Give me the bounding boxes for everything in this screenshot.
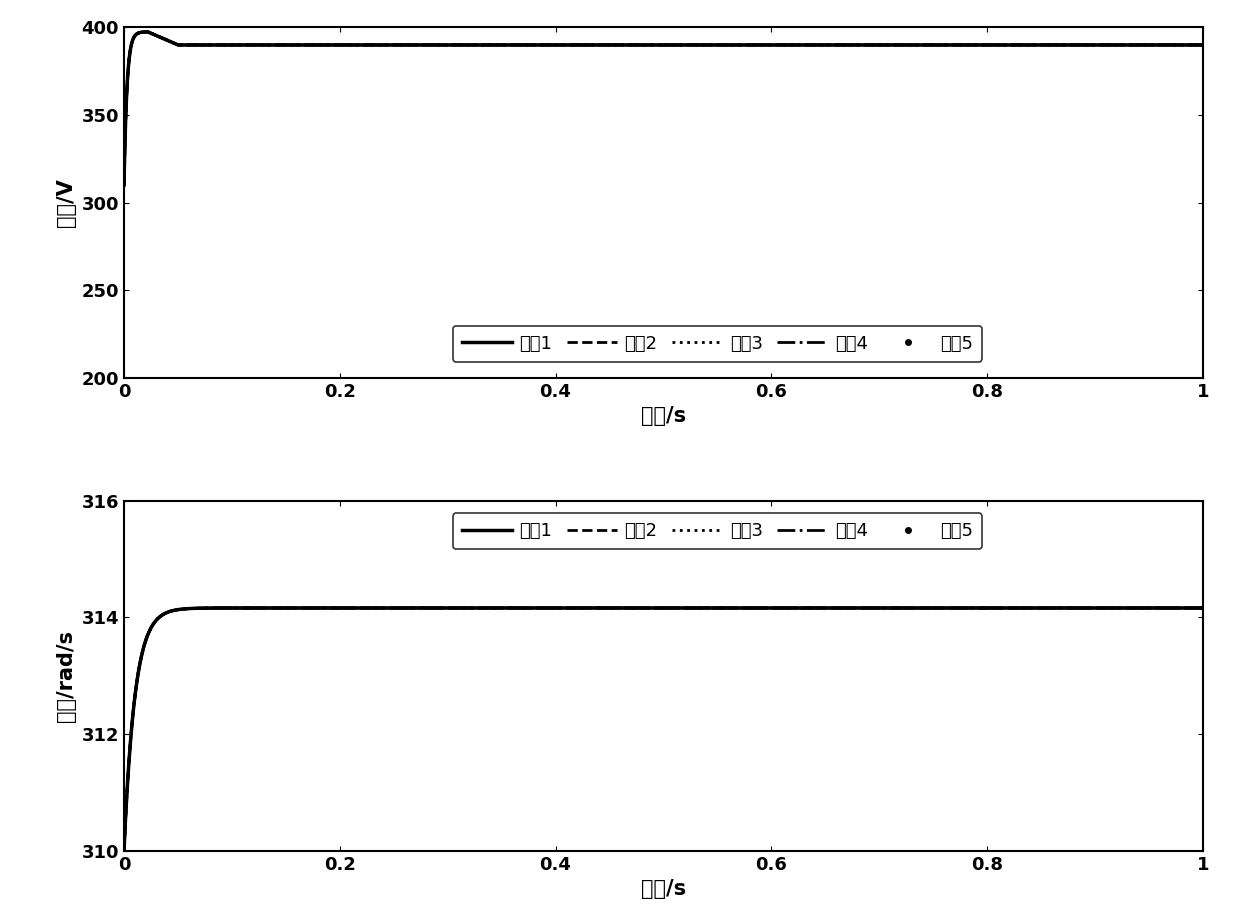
X-axis label: 时间/s: 时间/s — [641, 879, 686, 899]
Legend: 频率1, 频率2, 频率3, 频率4, 频率5: 频率1, 频率2, 频率3, 频率4, 频率5 — [453, 513, 982, 549]
Legend: 电压1, 电压2, 电压3, 电压4, 电压5: 电压1, 电压2, 电压3, 电压4, 电压5 — [453, 326, 982, 361]
Y-axis label: 频率/rad/s: 频率/rad/s — [56, 630, 76, 722]
Y-axis label: 电压/V: 电压/V — [56, 178, 76, 227]
X-axis label: 时间/s: 时间/s — [641, 406, 686, 426]
